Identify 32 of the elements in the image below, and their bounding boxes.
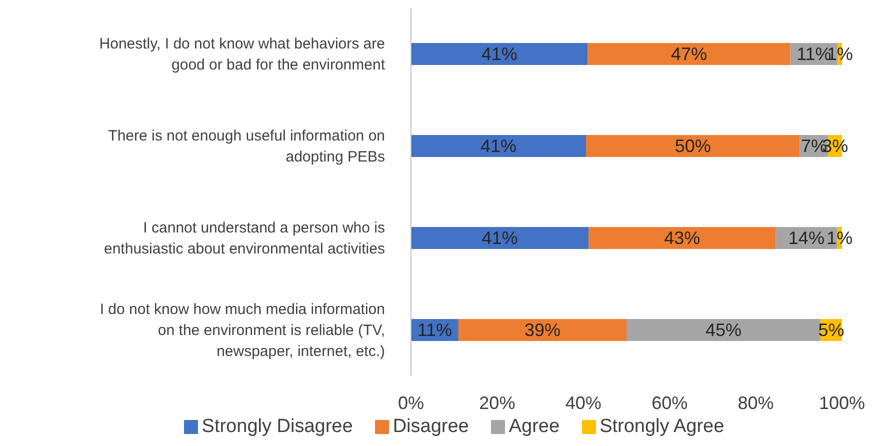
data-label: 11%	[417, 320, 452, 340]
y-tick-label: I cannot understand a person who is enthusiastic about environmental activities	[104, 219, 385, 257]
data-label: 47%	[670, 44, 708, 64]
legend-label: Disagree	[392, 416, 469, 437]
data-label: 14%	[788, 228, 824, 248]
x-tick-label: 40%	[565, 392, 602, 413]
bar	[411, 42, 588, 65]
x-tick-label: 20%	[479, 392, 516, 413]
y-tick-label: I do not know how much media information on the environment is reliable (TV, newspaper, internet, etc.)	[100, 300, 385, 360]
legend-label: Strongly Agree	[600, 416, 724, 437]
legend-label: Strongly Disagree	[202, 416, 353, 437]
bar	[411, 134, 586, 157]
bar	[626, 318, 820, 341]
x-tick-label: 100%	[818, 392, 866, 413]
data-label: 43%	[664, 228, 700, 248]
bar	[588, 226, 776, 249]
data-label: 41%	[481, 44, 518, 64]
y-tick-label: Honestly, I do not know what behaviors are good or bad for the environment	[99, 35, 386, 73]
data-label: 39%	[524, 320, 560, 340]
y-tick-label: There is not enough useful information on adopting PEBs	[108, 127, 385, 165]
bar	[458, 318, 626, 341]
x-tick-label: 0%	[398, 392, 424, 413]
data-label: 41%	[480, 136, 517, 156]
x-tick-label: 80%	[738, 392, 774, 413]
bar	[586, 134, 800, 157]
x-tick-label: 60%	[652, 392, 688, 413]
data-label: 45%	[705, 320, 742, 340]
data-label: 41%	[482, 228, 518, 248]
bar	[411, 226, 589, 249]
bar	[588, 42, 790, 65]
legend-label: Agree	[508, 416, 560, 437]
data-label: 50%	[674, 136, 711, 156]
